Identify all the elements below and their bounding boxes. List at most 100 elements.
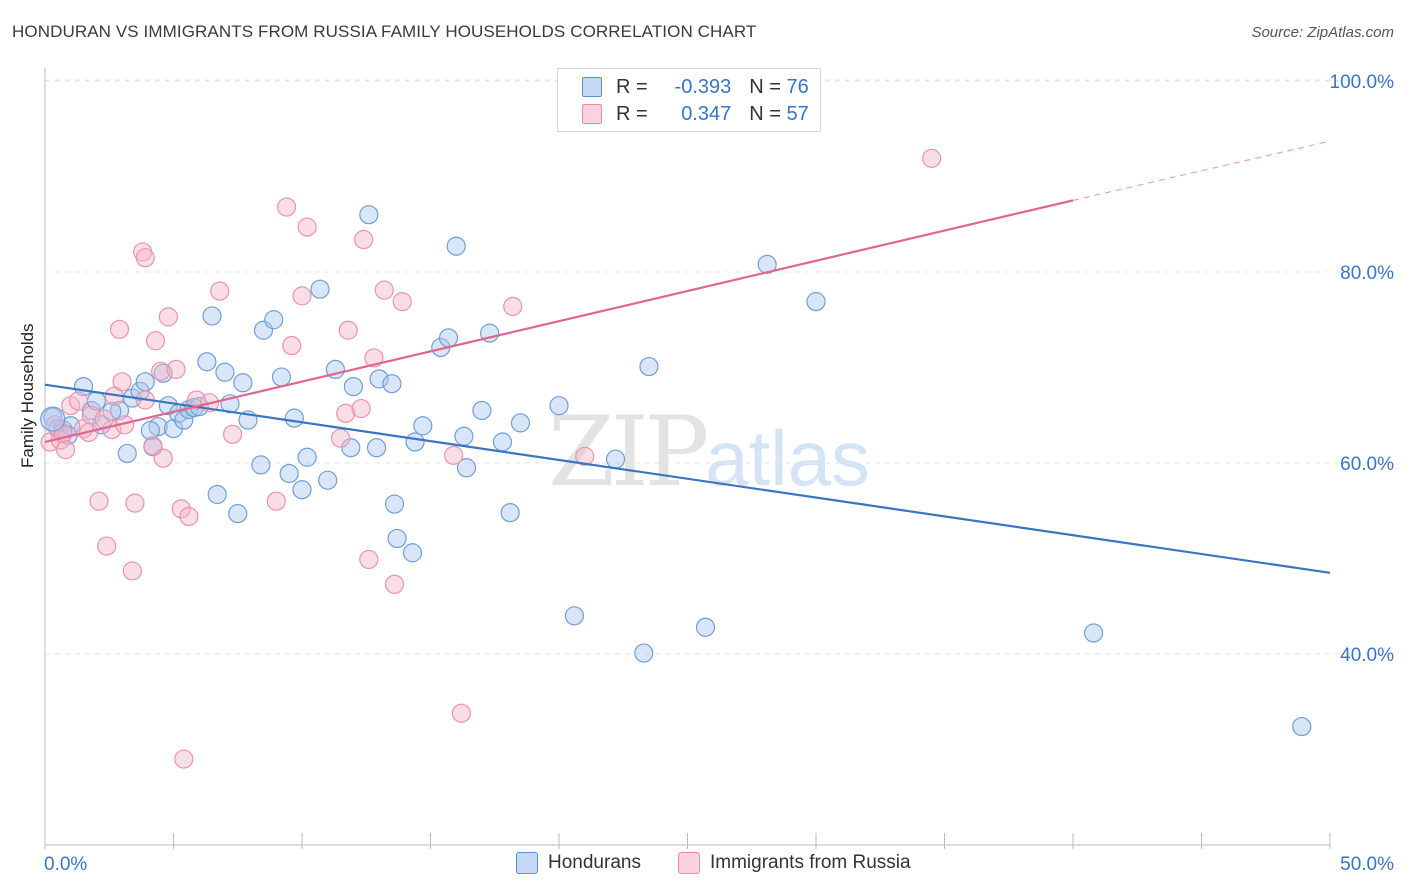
y-tick-label: 100.0% (1330, 72, 1395, 93)
honduran-point (215, 362, 235, 382)
honduran-point (343, 377, 363, 397)
russia-point (153, 448, 173, 468)
honduran-point (695, 617, 716, 637)
honduran-point (207, 484, 227, 505)
russia-point (125, 493, 145, 513)
honduran-point (271, 367, 292, 387)
legend-n-value: 57 (786, 102, 809, 125)
x-tick-label: 50.0% (1340, 854, 1394, 875)
honduran-point (454, 426, 474, 446)
bottom-legend-russia: Immigrants from Russia (678, 852, 911, 874)
russia-point (359, 549, 379, 570)
russia-point (223, 424, 243, 444)
honduran-point (369, 369, 389, 389)
correlation-legend: R = -0.393 N = 76 R = 0.347 N = 57 (557, 68, 821, 132)
bottom-legend-swatch-russia (678, 852, 700, 874)
honduran-point (605, 449, 626, 469)
honduran-point (174, 410, 194, 430)
x-tick-label: 0.0% (44, 854, 87, 875)
russia-point (392, 292, 412, 312)
honduran-point (500, 503, 520, 523)
russia-point (151, 361, 171, 381)
legend-n-label: N = (749, 102, 781, 125)
watermark-zip: ZIP (548, 396, 709, 508)
honduran-point (402, 543, 423, 563)
russia-point (94, 409, 114, 429)
legend-swatch-hondurans (582, 77, 602, 97)
honduran-point (251, 455, 271, 475)
russia-point (451, 703, 471, 723)
honduran-point (639, 356, 659, 377)
russia-point (143, 436, 163, 456)
russia-point (336, 403, 356, 423)
russia-point (282, 335, 302, 356)
russia-point (179, 506, 199, 527)
russia-point (109, 319, 130, 339)
honduran-point (135, 372, 155, 392)
honduran-point (472, 400, 492, 421)
honduran-point (438, 328, 459, 348)
chart-title: HONDURAN VS IMMIGRANTS FROM RUSSIA FAMIL… (12, 22, 757, 41)
honduran-point (446, 236, 466, 256)
honduran-point (492, 432, 513, 452)
russia-point (276, 197, 297, 217)
honduran-point (140, 420, 160, 441)
honduran-point (564, 606, 585, 626)
legend-row-hondurans: R = -0.393 N = 76 (582, 75, 809, 99)
russia-point (444, 445, 464, 465)
russia-point (135, 248, 155, 268)
russia-point (364, 348, 384, 368)
y-tick-label: 40.0% (1340, 645, 1394, 666)
y-tick-label: 60.0% (1340, 454, 1394, 475)
russia-point (351, 398, 371, 419)
russia-trend-line-extension (1072, 140, 1331, 201)
honduran-point (253, 320, 274, 340)
legend-r-label: R = (616, 75, 648, 98)
honduran-point (359, 205, 379, 225)
honduran-point (549, 396, 569, 416)
honduran-point (109, 400, 130, 421)
russia-point (266, 491, 286, 511)
russia-point (374, 280, 394, 300)
honduran-point (341, 438, 361, 458)
russia-point (145, 331, 166, 351)
legend-r-value: 0.347 (681, 102, 732, 125)
honduran-point (413, 416, 433, 436)
honduran-point (117, 443, 137, 464)
russia-trend-line (44, 199, 1074, 444)
watermark: ZIPatlas (548, 396, 870, 508)
legend-n-value: 76 (786, 75, 809, 98)
honduran-point (1292, 716, 1312, 737)
honduran-point (382, 374, 402, 394)
legend-swatch-russia (582, 104, 602, 124)
source-label: Source: ZipAtlas.com (1251, 24, 1394, 41)
russia-point (330, 428, 351, 448)
legend-row-russia: R = 0.347 N = 57 (582, 102, 809, 126)
honduran-point (264, 310, 284, 330)
russia-point (210, 281, 230, 301)
russia-point (354, 229, 374, 250)
honduran-point (1083, 623, 1104, 643)
russia-point (922, 148, 942, 168)
watermark-atlas: atlas (705, 414, 870, 502)
honduran-trend-line (44, 383, 1331, 574)
honduran-point (233, 373, 253, 393)
y-axis-label: Family Households (18, 323, 37, 468)
russia-point (171, 499, 191, 519)
honduran-point (366, 438, 387, 458)
honduran-point (510, 413, 531, 433)
honduran-point (202, 306, 222, 326)
honduran-point (284, 408, 304, 428)
honduran-point (634, 643, 654, 663)
russia-point (122, 561, 142, 581)
russia-point (575, 446, 595, 466)
bottom-legend-swatch-hondurans (516, 852, 538, 874)
honduran-point (310, 279, 330, 299)
russia-point (68, 391, 89, 411)
honduran-point (297, 447, 317, 467)
russia-point (55, 440, 76, 460)
honduran-point (40, 406, 66, 432)
honduran-point (197, 352, 217, 372)
russia-point (89, 491, 109, 511)
honduran-point (387, 528, 407, 549)
